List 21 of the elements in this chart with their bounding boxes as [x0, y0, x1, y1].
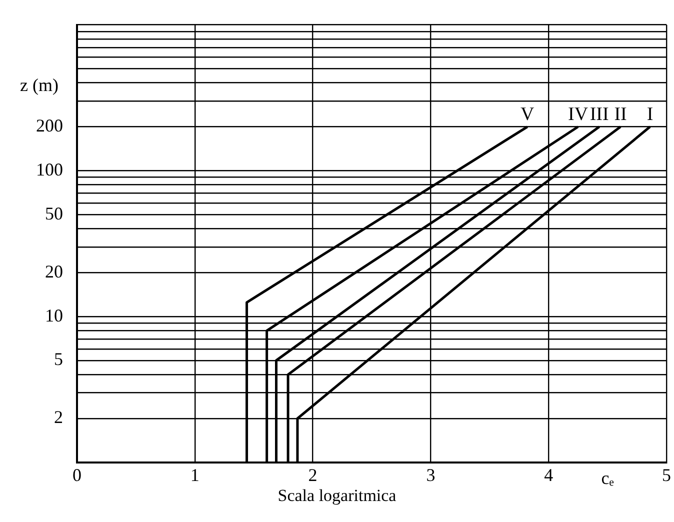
- y-tick-label: 2: [54, 407, 63, 428]
- y-axis-title: z (m): [20, 74, 58, 95]
- x-tick-label: 1: [190, 464, 200, 485]
- y-tick-label: 10: [45, 305, 63, 326]
- x-tick-label: 5: [662, 464, 671, 485]
- y-tick-label: 200: [36, 115, 63, 136]
- x-tick-label: 4: [544, 464, 554, 485]
- series-label: V: [520, 104, 535, 126]
- x-tick-label: 0: [72, 464, 82, 485]
- x-tick-label: 3: [426, 464, 436, 485]
- text: Scala logaritmica: [278, 486, 396, 505]
- series-label: III: [590, 104, 609, 126]
- x-axis-title: cₑ: [601, 468, 614, 488]
- y-tick-label: 5: [54, 349, 63, 370]
- y-tick-label: 100: [36, 159, 63, 180]
- series-label: I: [646, 104, 654, 126]
- y-tick-label: 20: [45, 261, 63, 282]
- y-tick-label: 50: [45, 203, 63, 224]
- series-label: IV: [568, 104, 588, 126]
- x-tick-label: 2: [308, 464, 318, 485]
- series-label: II: [614, 104, 627, 126]
